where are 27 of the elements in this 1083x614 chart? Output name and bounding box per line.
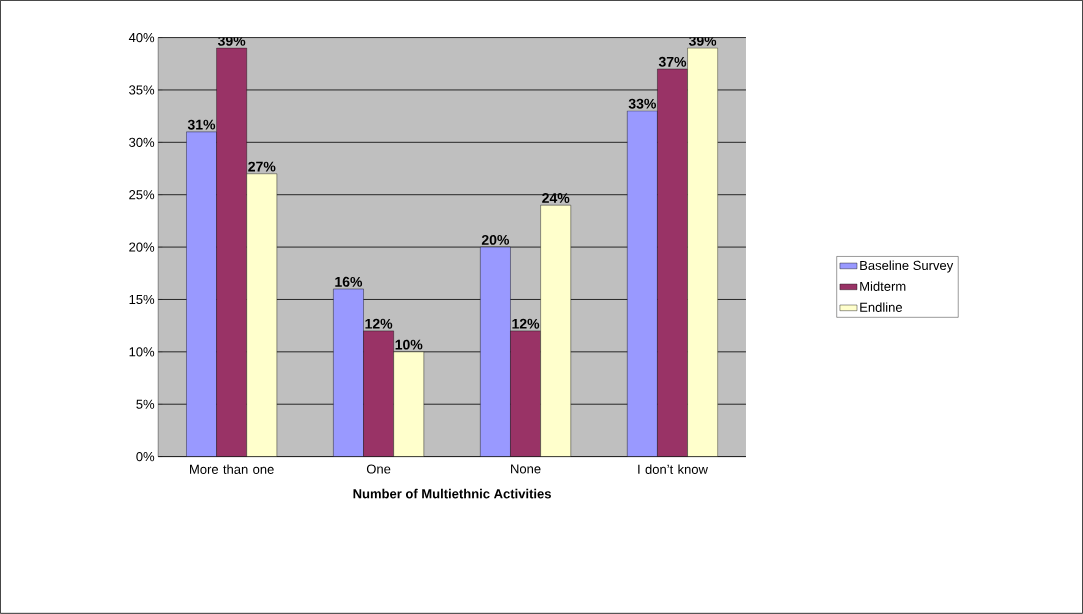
y-tick-label: 15% (129, 295, 155, 305)
y-tick-label: 35% (129, 85, 155, 95)
data-label: 10% (395, 339, 423, 350)
legend-label: Baseline Survey (860, 260, 954, 273)
data-label: 12% (512, 318, 540, 329)
x-tick-label: None (511, 464, 541, 474)
data-label: 31% (187, 119, 216, 130)
data-label: 12% (365, 318, 393, 329)
data-label: 24% (542, 193, 570, 204)
y-tick-label: 40% (128, 33, 155, 43)
data-label: 20% (481, 235, 510, 245)
data-label: 16% (335, 276, 363, 287)
x-tick-label: I don’t know (638, 464, 708, 475)
x-tick-label: More than one (190, 464, 274, 475)
legend-label: Endline (860, 302, 903, 313)
x-axis-title: Number of Multiethnic Activities (353, 488, 551, 499)
y-tick-label: 10% (129, 347, 155, 357)
x-tick-label: One (366, 464, 391, 474)
data-label: 27% (248, 161, 276, 172)
data-label: 37% (658, 56, 687, 67)
data-label: 33% (628, 98, 657, 109)
y-tick-label: 0% (136, 452, 155, 462)
y-tick-label: 30% (129, 137, 155, 148)
y-tick-label: 20% (129, 242, 155, 252)
y-tick-label: 25% (129, 190, 155, 200)
y-tick-label: 5% (136, 399, 155, 409)
legend-label: Midterm (860, 281, 906, 292)
